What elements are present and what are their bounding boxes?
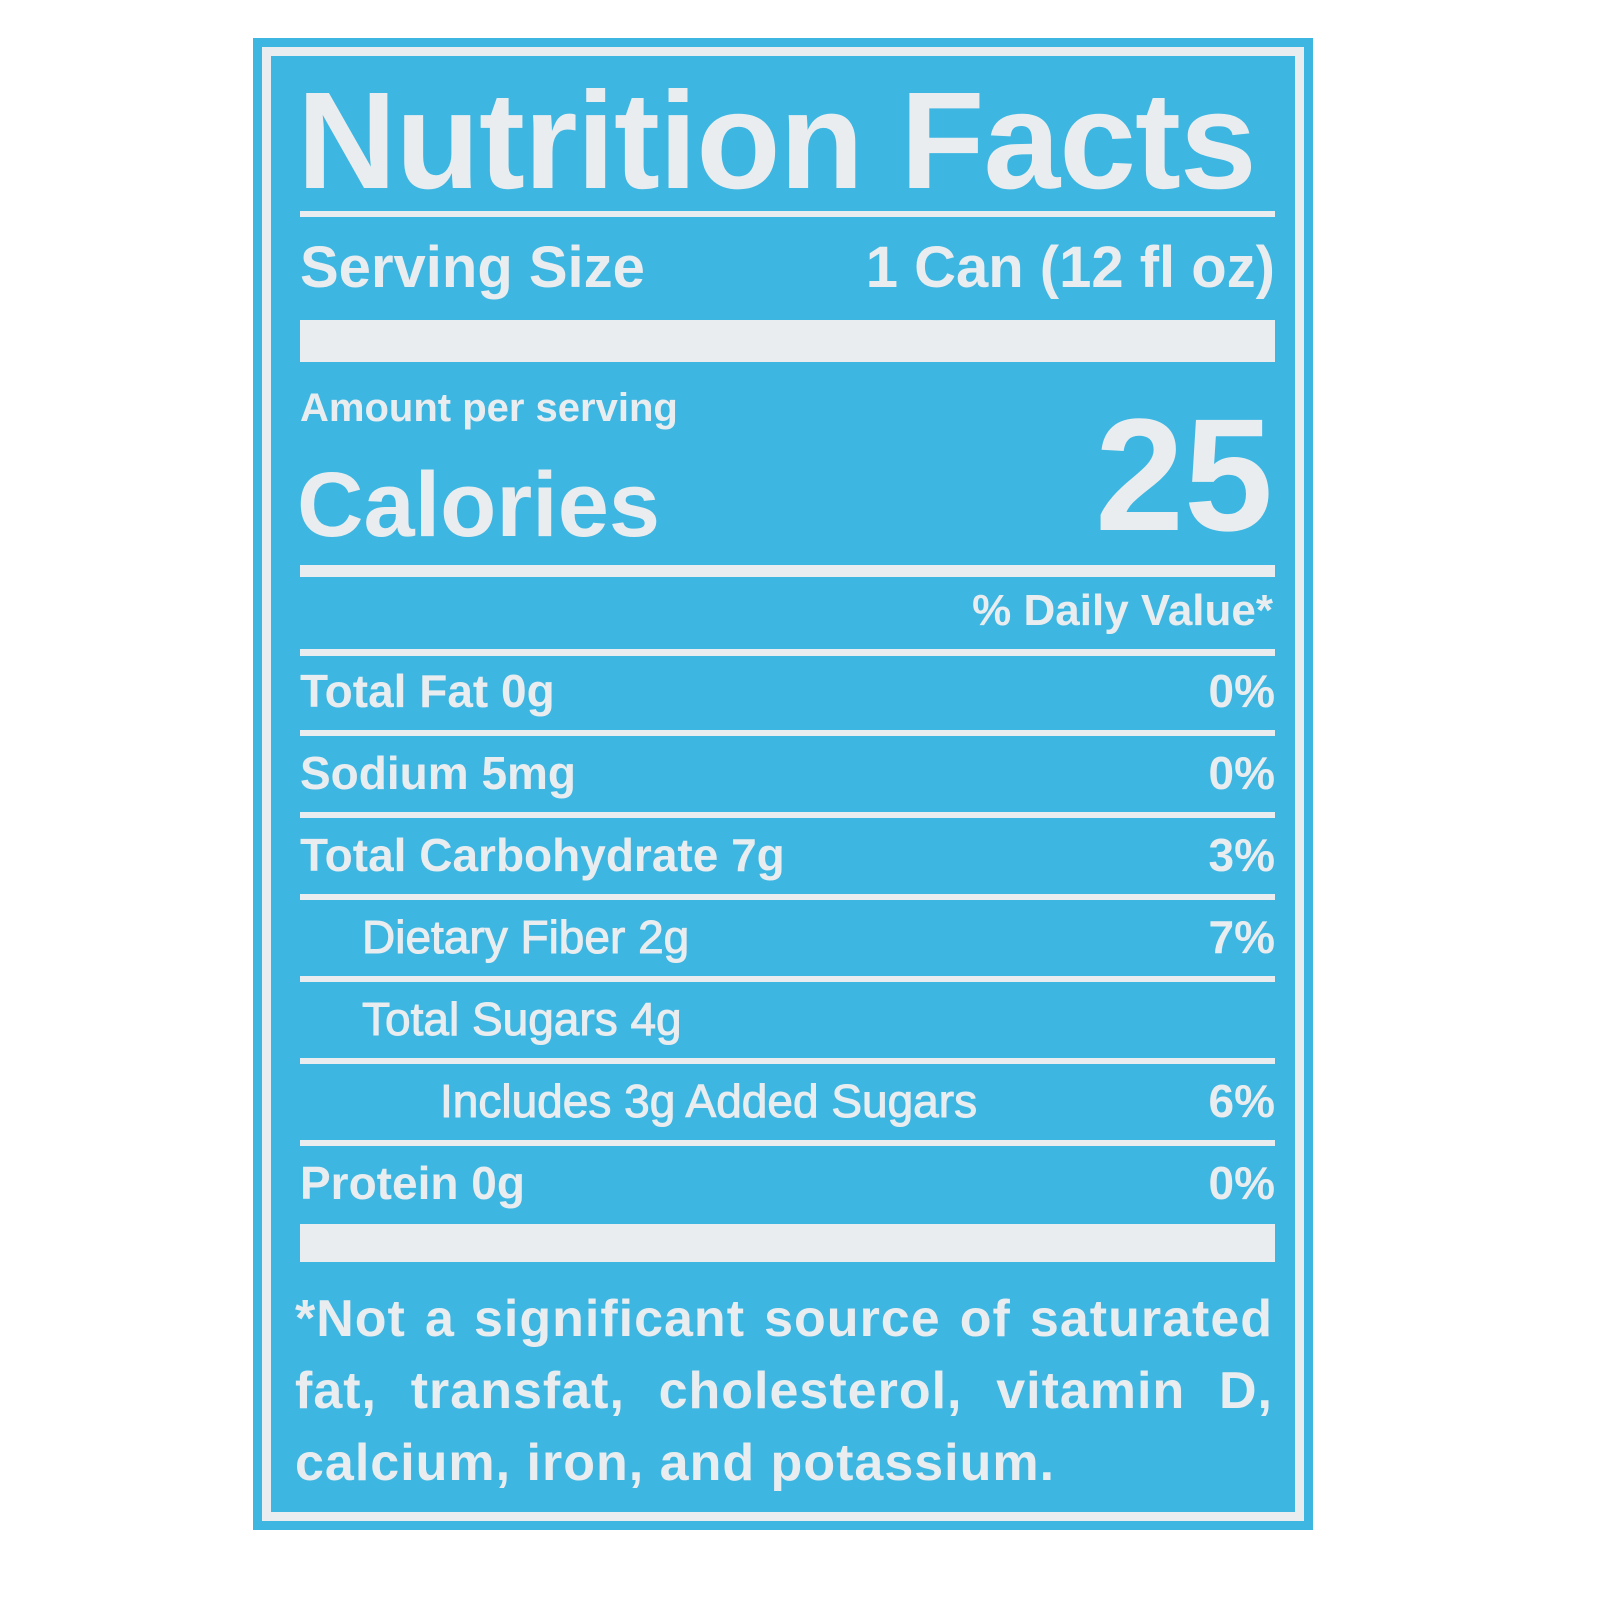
thick-divider xyxy=(300,1224,1275,1262)
nutrient-label: Dietary Fiber 2g xyxy=(361,911,690,963)
nutrient-label: Total Carbohydrate 7g xyxy=(300,829,785,881)
amount-per-serving: Amount per serving xyxy=(300,386,678,430)
serving-size-label: Serving Size xyxy=(300,235,645,300)
nutrient-row: Dietary Fiber 2g 7% xyxy=(300,911,1275,963)
nutrient-label: Total Fat 0g xyxy=(300,665,555,717)
calories-label: Calories xyxy=(297,454,661,556)
title: Nutrition Facts xyxy=(297,64,1257,218)
nutrient-daily-value: 6% xyxy=(1208,1075,1275,1127)
nutrient-daily-value: 3% xyxy=(1208,829,1275,881)
divider xyxy=(300,730,1275,736)
nutrient-row: Total Sugars 4g xyxy=(300,993,1275,1045)
divider xyxy=(300,649,1275,656)
nutrient-row: Total Fat 0g 0% xyxy=(300,666,1275,716)
nutrient-daily-value: 0% xyxy=(1208,1157,1275,1209)
thick-divider xyxy=(300,320,1275,362)
calories-value: 25 xyxy=(1095,385,1273,564)
nutrient-daily-value: 7% xyxy=(1208,911,1275,963)
footnote: *Not a significant source of saturated f… xyxy=(295,1290,1273,1492)
divider xyxy=(300,812,1275,818)
daily-value-header: % Daily Value* xyxy=(972,586,1273,635)
nutrient-daily-value: 0% xyxy=(1208,665,1275,717)
nutrient-row: Total Carbohydrate 7g 3% xyxy=(300,830,1275,880)
nutrient-row: Protein 0g 0% xyxy=(300,1158,1275,1208)
divider xyxy=(300,976,1275,982)
divider xyxy=(300,894,1275,900)
divider xyxy=(300,1140,1275,1146)
panel-border xyxy=(262,47,1304,1521)
divider xyxy=(300,1058,1275,1064)
divider xyxy=(300,565,1275,577)
nutrient-row: Includes 3g Added Sugars 6% xyxy=(300,1075,1275,1127)
divider xyxy=(300,211,1275,217)
serving-size-value: 1 Can (12 fl oz) xyxy=(865,235,1275,300)
nutrient-row: Sodium 5mg 0% xyxy=(300,748,1275,798)
nutrition-facts-panel: Nutrition Facts Serving Size 1 Can (12 f… xyxy=(253,38,1313,1530)
nutrient-label: Includes 3g Added Sugars xyxy=(439,1075,978,1127)
nutrient-daily-value: 0% xyxy=(1208,747,1275,799)
nutrient-label: Total Sugars 4g xyxy=(362,993,683,1045)
nutrient-label: Protein 0g xyxy=(300,1157,525,1209)
nutrient-label: Sodium 5mg xyxy=(300,747,577,799)
